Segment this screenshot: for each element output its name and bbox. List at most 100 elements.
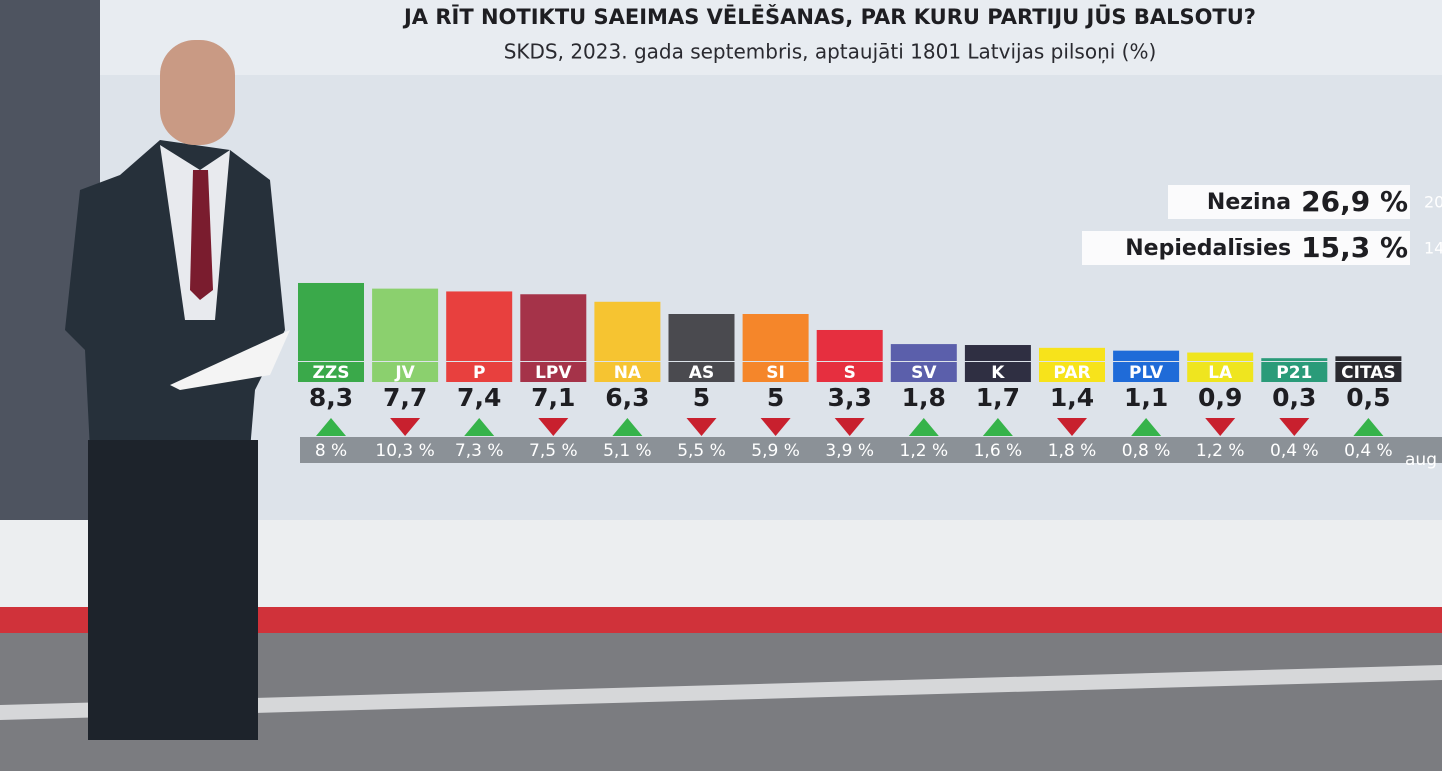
trend-up <box>982 418 1013 436</box>
previous-band <box>300 437 1442 463</box>
previous-label: 10,3 % <box>375 441 434 461</box>
bar-label-box <box>1335 362 1402 382</box>
value-label: 7,7 <box>383 383 427 412</box>
previous-label: 0,8 % <box>1122 441 1171 461</box>
previous-label: 0,4 % <box>1344 441 1393 461</box>
previous-label: 5,1 % <box>603 441 652 461</box>
category-label: CITAS <box>1341 363 1395 383</box>
category-label: SV <box>911 363 937 383</box>
bar-label-box <box>1187 362 1254 382</box>
extra-value: 26,9 % <box>1301 185 1408 218</box>
category-label: S <box>844 363 856 383</box>
bar-label-box <box>446 362 513 382</box>
bar <box>1113 350 1180 361</box>
value-label: 6,3 <box>605 383 649 412</box>
bar-label-box <box>1113 362 1180 382</box>
bar <box>1187 352 1254 361</box>
extra-label: Nepiedalīsies <box>1125 236 1291 261</box>
value-label: 7,1 <box>531 383 575 412</box>
bar <box>816 329 883 361</box>
trend-down <box>834 418 865 436</box>
previous-label: 1,2 % <box>900 441 949 461</box>
value-label: 0,5 <box>1346 383 1390 412</box>
bar-label-box <box>1039 362 1105 382</box>
trend-down <box>686 418 717 436</box>
bar-label-box <box>520 362 587 382</box>
extra-previous: 20 <box>1424 193 1442 212</box>
trend-down <box>1057 418 1087 436</box>
previous-label: 7,5 % <box>529 441 578 461</box>
bar-label-box <box>298 362 364 382</box>
bar-label-box <box>816 362 883 382</box>
bar <box>594 301 661 361</box>
floor-line <box>0 665 1442 720</box>
previous-label: 8 % <box>315 441 347 461</box>
bar <box>1261 358 1328 361</box>
chart-subtitle: SKDS, 2023. gada septembris, aptaujāti 1… <box>504 40 1157 64</box>
trousers <box>88 440 258 740</box>
value-label: 5 <box>693 383 710 412</box>
value-label: 8,3 <box>309 383 353 412</box>
category-label: LPV <box>535 363 572 383</box>
category-label: LA <box>1208 363 1233 383</box>
bar <box>964 345 1031 361</box>
previous-label: 7,3 % <box>455 441 504 461</box>
category-label: AS <box>689 363 714 383</box>
previous-label: 1,6 % <box>974 441 1023 461</box>
trend-up <box>612 418 643 436</box>
tie <box>190 170 213 300</box>
previous-label: 3,9 % <box>825 441 874 461</box>
value-label: 1,8 <box>902 383 946 412</box>
extra-box <box>1082 231 1410 265</box>
value-label: 3,3 <box>828 383 872 412</box>
presenter <box>65 40 290 740</box>
value-label: 5 <box>767 383 784 412</box>
value-label: 1,1 <box>1124 383 1168 412</box>
bar <box>372 288 439 361</box>
title-band <box>100 0 1442 75</box>
trend-up <box>908 418 939 436</box>
bar-label-box <box>372 362 439 382</box>
head <box>160 40 235 145</box>
bar-label-box <box>964 362 1031 382</box>
bar <box>668 314 735 361</box>
bar <box>1335 356 1402 361</box>
extra-value: 15,3 % <box>1301 231 1408 264</box>
trend-up <box>1353 418 1384 436</box>
bar <box>1039 347 1105 361</box>
previous-label: 1,2 % <box>1196 441 1245 461</box>
previous-label: 5,5 % <box>677 441 726 461</box>
category-label: K <box>991 363 1005 383</box>
bar-label-box <box>594 362 661 382</box>
bar <box>742 314 809 361</box>
trend-down <box>1279 418 1310 436</box>
bar <box>298 282 364 361</box>
extra-label: Nezina <box>1207 190 1291 215</box>
category-label: SI <box>766 363 785 383</box>
chart-title: JA RĪT NOTIKTU SAEIMAS VĒLĒŠANAS, PAR KU… <box>402 4 1256 29</box>
trend-down <box>760 418 791 436</box>
bar-label-box <box>668 362 735 382</box>
previous-label: 0,4 % <box>1270 441 1319 461</box>
category-label: NA <box>614 363 642 383</box>
category-label: P21 <box>1276 363 1312 383</box>
bar-label-box <box>742 362 809 382</box>
value-label: 0,9 <box>1198 383 1242 412</box>
paper <box>170 330 290 390</box>
value-label: 7,4 <box>457 383 501 412</box>
extra-previous: 14 <box>1424 239 1442 258</box>
category-label: PAR <box>1053 363 1090 383</box>
previous-label: 5,9 % <box>751 441 800 461</box>
previous-period: aug <box>1405 450 1437 470</box>
trend-down <box>390 418 421 436</box>
bar <box>446 291 513 361</box>
bar <box>890 344 957 361</box>
bar-label-box <box>890 362 957 382</box>
value-label: 0,3 <box>1272 383 1316 412</box>
extra-box <box>1168 185 1410 219</box>
trend-up <box>316 418 346 436</box>
bar-label-box <box>1261 362 1328 382</box>
trend-down <box>1205 418 1236 436</box>
category-label: P <box>473 363 485 383</box>
